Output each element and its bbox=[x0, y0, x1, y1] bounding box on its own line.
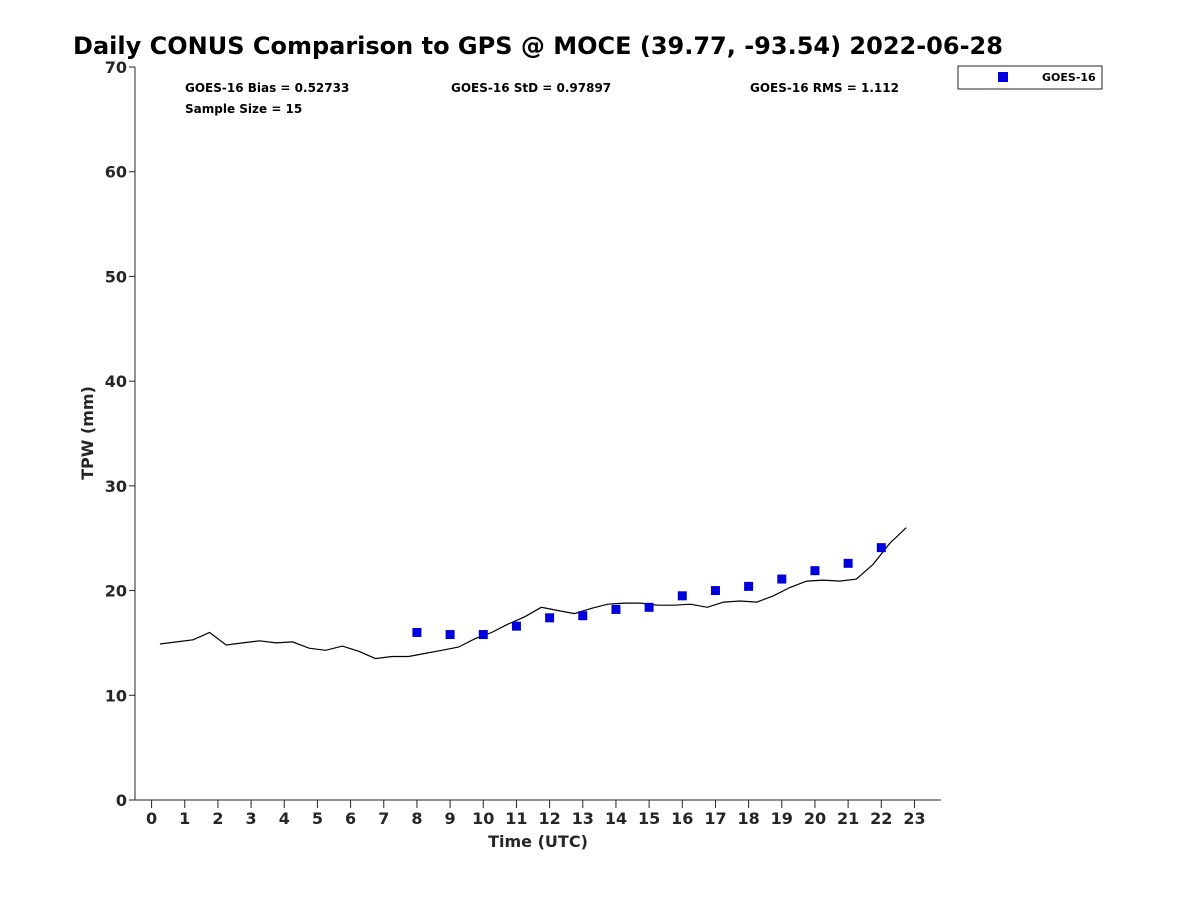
goes16-data-point bbox=[644, 602, 654, 612]
x-tick-label: 19 bbox=[771, 809, 793, 828]
y-tick-label: 10 bbox=[105, 686, 127, 705]
goes16-data-point bbox=[810, 566, 820, 576]
x-tick-label: 16 bbox=[671, 809, 693, 828]
sample-size-stat: Sample Size = 15 bbox=[185, 102, 302, 116]
x-tick-label: 17 bbox=[704, 809, 726, 828]
x-tick-label: 14 bbox=[605, 809, 627, 828]
y-tick-label: 30 bbox=[105, 477, 127, 496]
goes16-data-point bbox=[677, 591, 687, 601]
goes16-data-point bbox=[578, 611, 588, 621]
goes16-data-point bbox=[511, 621, 521, 631]
rms-stat: GOES-16 RMS = 1.112 bbox=[750, 81, 899, 95]
x-tick-label: 18 bbox=[737, 809, 759, 828]
x-tick-label: 15 bbox=[638, 809, 660, 828]
x-axis-label: Time (UTC) bbox=[488, 832, 588, 851]
x-tick-label: 9 bbox=[445, 809, 456, 828]
x-tick-label: 13 bbox=[572, 809, 594, 828]
x-tick-label: 6 bbox=[345, 809, 356, 828]
x-tick-label: 2 bbox=[212, 809, 223, 828]
goes16-data-point bbox=[445, 630, 455, 640]
x-tick-label: 21 bbox=[837, 809, 859, 828]
x-tick-label: 8 bbox=[411, 809, 422, 828]
x-tick-label: 12 bbox=[538, 809, 560, 828]
legend-marker-goes16 bbox=[998, 72, 1008, 82]
x-axis-ticks: 0 1 2 3 4 5 6 7 8 9 10 11 12 13 14 15 16 17 18 19 20 21 22 23 bbox=[146, 800, 926, 828]
y-tick-label: 70 bbox=[105, 58, 127, 77]
x-tick-label: 3 bbox=[246, 809, 257, 828]
goes16-data-point bbox=[611, 604, 621, 614]
goes16-data-point bbox=[545, 613, 555, 623]
x-tick-label: 5 bbox=[312, 809, 323, 828]
x-tick-label: 4 bbox=[279, 809, 290, 828]
x-tick-label: 7 bbox=[378, 809, 389, 828]
x-tick-label: 22 bbox=[870, 809, 892, 828]
y-axis-label: TPW (mm) bbox=[78, 386, 97, 480]
series-layer bbox=[159, 527, 907, 660]
x-tick-label: 10 bbox=[472, 809, 494, 828]
goes16-data-point bbox=[876, 543, 886, 553]
legend-box bbox=[957, 65, 1103, 90]
legend: GOES-16 bbox=[957, 65, 1103, 90]
x-tick-label: 23 bbox=[903, 809, 925, 828]
bias-stat: GOES-16 Bias = 0.52733 bbox=[185, 81, 349, 95]
y-tick-label: 0 bbox=[116, 791, 127, 810]
y-axis-ticks: 0 10 20 30 40 50 60 70 bbox=[105, 58, 135, 810]
x-tick-label: 11 bbox=[505, 809, 527, 828]
y-tick-label: 20 bbox=[105, 582, 127, 601]
x-tick-label: 20 bbox=[804, 809, 826, 828]
y-tick-label: 40 bbox=[105, 372, 127, 391]
goes16-data-point bbox=[412, 627, 422, 637]
x-tick-label: 0 bbox=[146, 809, 157, 828]
goes16-data-point bbox=[843, 558, 853, 568]
goes16-data-point bbox=[777, 574, 787, 584]
y-tick-label: 50 bbox=[105, 267, 127, 286]
x-tick-label: 1 bbox=[179, 809, 190, 828]
gps-series-line bbox=[159, 527, 907, 660]
std-stat: GOES-16 StD = 0.97897 bbox=[451, 81, 611, 95]
y-tick-label: 60 bbox=[105, 163, 127, 182]
goes16-data-point bbox=[744, 581, 754, 591]
goes16-data-point bbox=[710, 586, 720, 596]
chart-title: Daily CONUS Comparison to GPS @ MOCE (39… bbox=[73, 32, 1003, 60]
legend-label-goes16: GOES-16 bbox=[1042, 71, 1096, 84]
goes16-data-point bbox=[478, 630, 488, 640]
